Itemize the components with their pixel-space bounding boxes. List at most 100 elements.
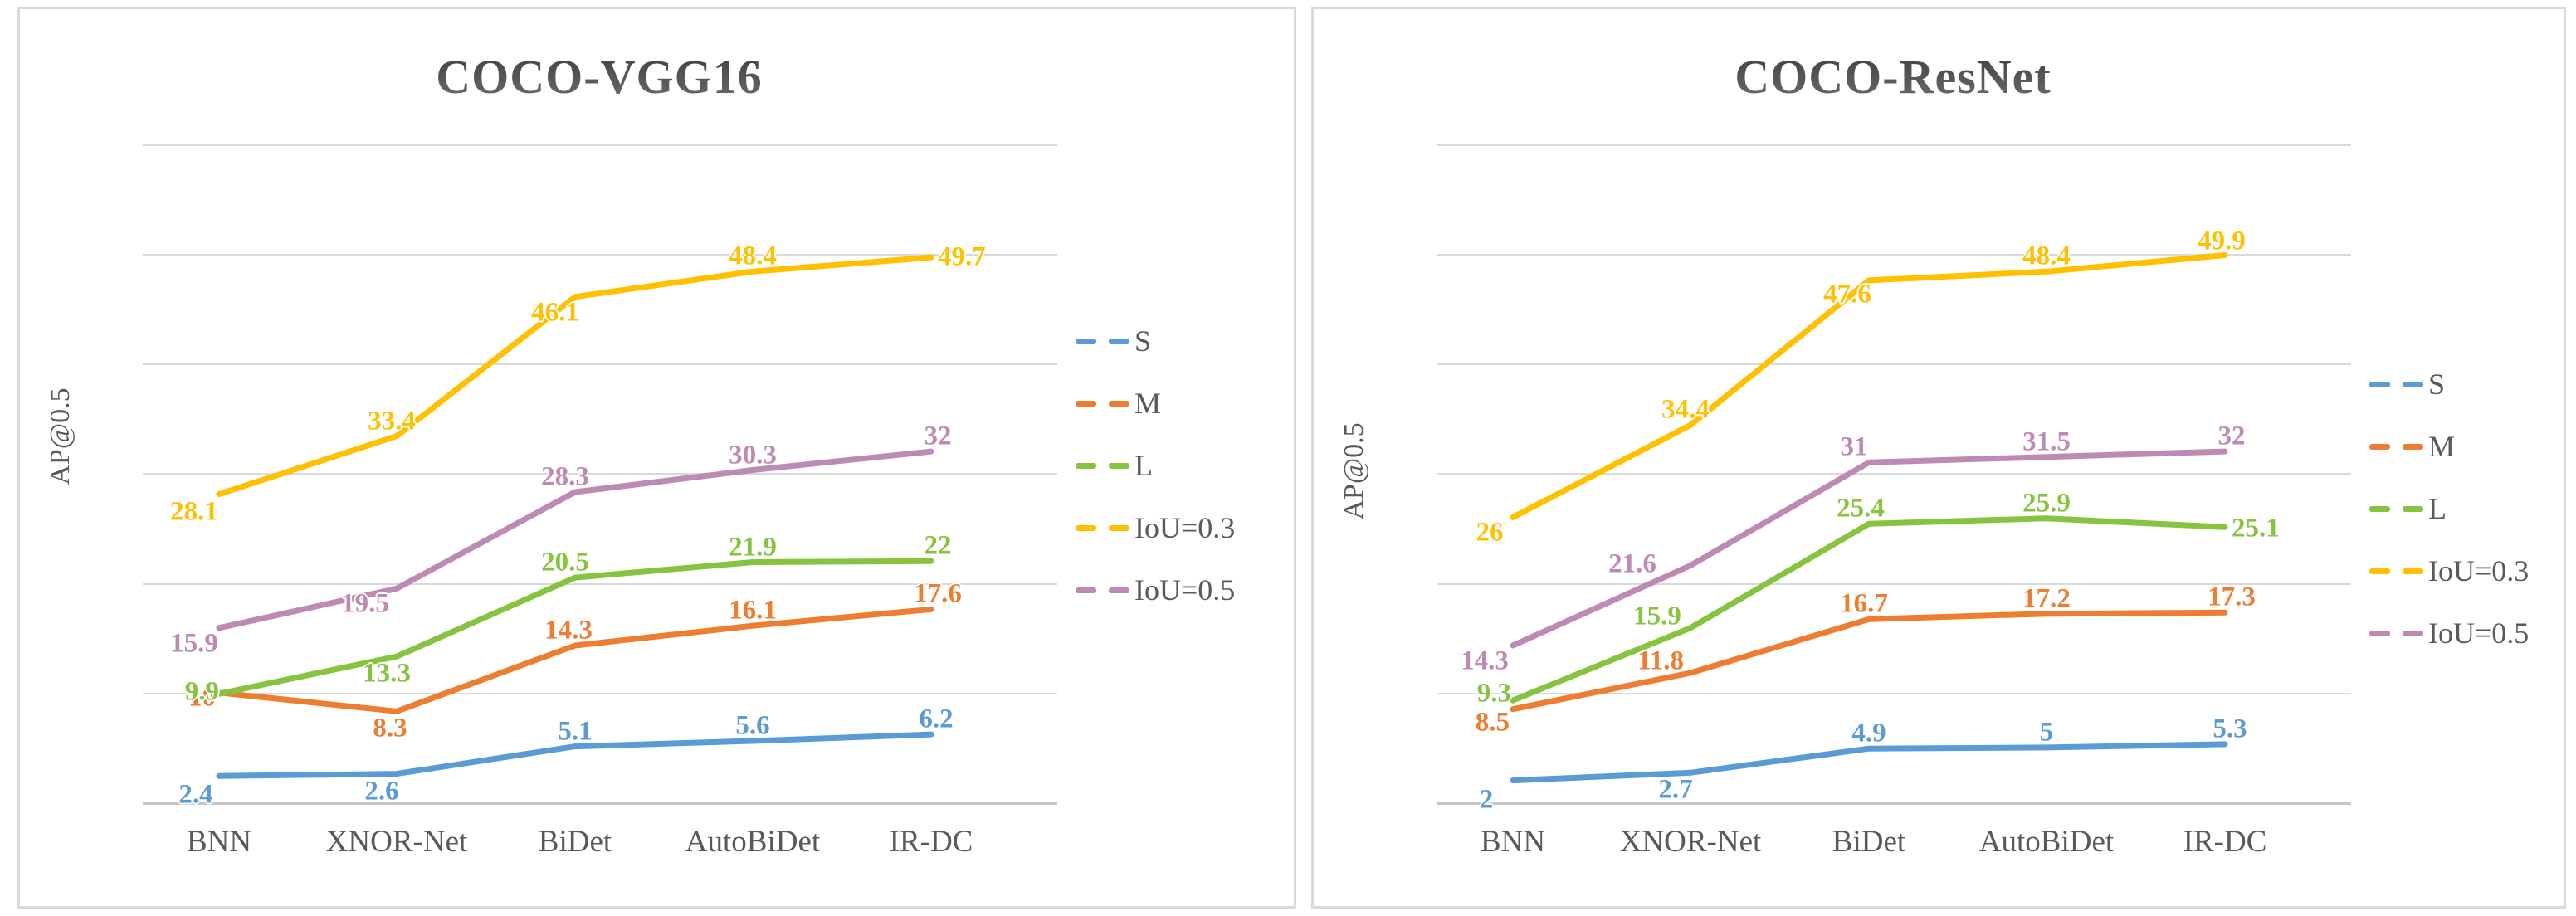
legend-dash-icon	[2403, 381, 2423, 387]
data-label-S-XNOR-Net: 2.6	[364, 776, 399, 806]
data-label-S-AutoBiDet: 5.6	[735, 710, 770, 741]
legend-item-S: S	[1076, 326, 1151, 356]
legend-dash-icon	[1076, 462, 1096, 469]
legend-label: IoU=0.3	[2428, 554, 2530, 587]
data-label-S-BiDet: 4.9	[1852, 718, 1886, 748]
chart-title: COCO-ResNet	[1395, 49, 2391, 105]
legend-dash-icon	[1109, 587, 1129, 593]
data-label-IoU=0.3-AutoBiDet: 48.4	[2022, 241, 2071, 271]
data-label-IoU=0.5-BiDet: 31	[1840, 431, 1868, 462]
data-label-IoU=0.5-BNN: 15.9	[170, 628, 218, 659]
x-tick-label-IR-DC: IR-DC	[889, 825, 973, 859]
legend-dash-icon	[2369, 505, 2390, 512]
gridline	[143, 473, 1057, 475]
data-label-M-AutoBiDet: 17.2	[2022, 583, 2071, 614]
data-label-IoU=0.5-BNN: 14.3	[1461, 646, 1509, 676]
data-label-IoU=0.3-XNOR-Net: 34.4	[1661, 394, 1710, 425]
data-label-L-AutoBiDet: 25.9	[2022, 488, 2071, 519]
legend-item-M: M	[2369, 431, 2455, 461]
data-label-IoU=0.3-IR-DC: 49.9	[2198, 226, 2246, 256]
data-label-L-IR-DC: 22	[924, 530, 952, 561]
legend-dash-icon	[2403, 630, 2423, 636]
data-label-IoU=0.3-BiDet: 46.1	[531, 297, 579, 328]
series-line-IoU=0.3	[216, 254, 934, 498]
x-tick-label-XNOR-Net: XNOR-Net	[1619, 825, 1762, 859]
legend-dash-icon	[1076, 587, 1096, 593]
data-label-IoU=0.3-BNN: 28.1	[170, 496, 218, 527]
legend-label: IoU=0.5	[2428, 616, 2530, 650]
data-label-S-BNN: 2.4	[178, 779, 213, 810]
legend-item-L: L	[1076, 451, 1153, 480]
data-label-IoU=0.3-XNOR-Net: 33.4	[368, 406, 416, 436]
legend-item-S: S	[2369, 369, 2445, 399]
legend-dash-icon	[1109, 524, 1129, 531]
data-label-M-IR-DC: 17.6	[914, 578, 962, 609]
y-axis-title: AP@0.5	[1339, 422, 1369, 520]
data-label-IoU=0.5-AutoBiDet: 31.5	[2022, 426, 2071, 457]
legend-label: S	[1134, 324, 1152, 358]
legend-item-IoU=0.3: IoU=0.3	[1076, 513, 1235, 543]
data-label-L-XNOR-Net: 13.3	[363, 658, 411, 689]
data-label-M-BiDet: 16.7	[1840, 588, 1888, 619]
x-tick-label-BiDet: BiDet	[1832, 825, 1906, 859]
x-axis-line	[1437, 802, 2351, 805]
chart-panel-coco-resnet: COCO-ResNet AP@0.5 2 2.7 4.9 5 5.3 8.5 11.8 16.…	[1311, 7, 2566, 909]
gridline	[143, 693, 1057, 694]
data-label-M-IR-DC: 17.3	[2208, 582, 2256, 612]
legend-dash-icon	[2403, 443, 2423, 450]
legend-dash-icon	[1109, 400, 1129, 407]
data-label-M-XNOR-Net: 8.3	[373, 713, 407, 743]
y-axis-title: AP@0.5	[45, 387, 76, 485]
data-label-S-XNOR-Net: 2.7	[1658, 774, 1693, 805]
legend-label: L	[1134, 449, 1153, 482]
chart-panel-coco-vgg16: COCO-VGG16 AP@0.5 2.4 2.6 5.1 5.6 6.2 10 8.3 14…	[17, 7, 1296, 909]
data-label-S-IR-DC: 5.3	[2213, 714, 2247, 744]
data-label-IoU=0.3-AutoBiDet: 48.4	[729, 241, 777, 271]
legend-dash-icon	[1109, 338, 1129, 344]
data-label-L-AutoBiDet: 21.9	[729, 532, 777, 563]
gridline	[143, 144, 1057, 146]
data-label-M-BNN: 10	[188, 682, 216, 713]
legend-label: M	[2428, 430, 2456, 463]
series-line-S	[1510, 741, 2228, 784]
data-label-S-IR-DC: 6.2	[919, 704, 954, 734]
legend-label: IoU=0.5	[1134, 573, 1236, 607]
data-label-L-BiDet: 20.5	[541, 547, 589, 577]
data-label-IoU=0.3-BiDet: 47.6	[1823, 279, 1871, 309]
data-label-L-XNOR-Net: 15.9	[1633, 601, 1681, 631]
legend-dash-icon	[2369, 568, 2390, 574]
data-label-L-BiDet: 25.4	[1837, 493, 1885, 524]
data-label-IoU=0.5-XNOR-Net: 19.5	[341, 588, 389, 619]
data-label-M-AutoBiDet: 16.1	[729, 595, 777, 626]
data-label-IoU=0.5-BiDet: 28.3	[541, 461, 589, 492]
data-label-L-BNN: 9.9	[184, 676, 219, 707]
legend-item-M: M	[1076, 388, 1161, 418]
gridline	[1437, 144, 2351, 146]
legend-label: L	[2428, 492, 2447, 525]
data-label-S-AutoBiDet: 5	[2039, 717, 2054, 748]
x-tick-label-XNOR-Net: XNOR-Net	[325, 825, 468, 859]
x-tick-label-BiDet: BiDet	[538, 825, 612, 859]
x-tick-label-BNN: BNN	[1480, 825, 1546, 859]
gridline	[1437, 363, 2351, 365]
data-label-IoU=0.5-XNOR-Net: 21.6	[1608, 548, 1656, 579]
data-label-IoU=0.5-IR-DC: 32	[2217, 421, 2246, 451]
legend-label: IoU=0.3	[1134, 511, 1236, 544]
data-label-M-XNOR-Net: 11.8	[1637, 646, 1684, 676]
x-axis-line	[143, 802, 1057, 805]
data-label-IoU=0.3-IR-DC: 49.7	[938, 241, 986, 272]
data-label-IoU=0.5-IR-DC: 32	[924, 421, 952, 451]
legend-item-L: L	[2369, 494, 2447, 524]
x-tick-label-IR-DC: IR-DC	[2183, 825, 2267, 859]
x-tick-label-AutoBiDet: AutoBiDet	[685, 825, 821, 859]
legend-dash-icon	[2369, 443, 2390, 450]
legend-dash-icon	[1076, 524, 1096, 531]
legend-dash-icon	[1076, 338, 1096, 344]
legend-label: S	[2428, 368, 2446, 401]
legend-item-IoU=0.5: IoU=0.5	[1076, 575, 1235, 605]
data-label-L-IR-DC: 25.1	[2232, 513, 2280, 543]
legend-dash-icon	[2369, 630, 2390, 636]
legend-dash-icon	[1076, 400, 1096, 407]
data-label-IoU=0.5-AutoBiDet: 30.3	[729, 440, 777, 470]
legend-dash-icon	[1109, 462, 1129, 469]
